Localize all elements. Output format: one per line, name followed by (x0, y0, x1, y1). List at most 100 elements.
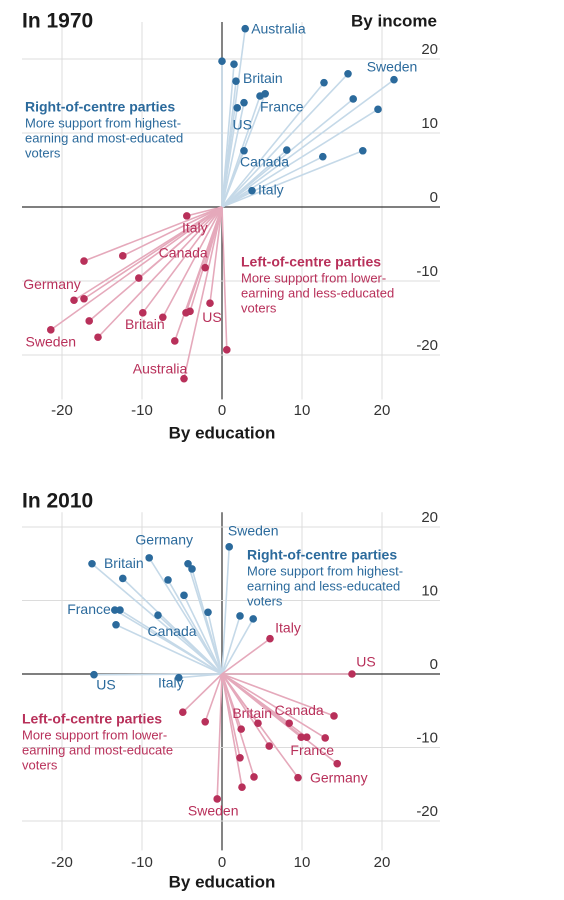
point-label: Britain (125, 316, 165, 332)
point-label: France (67, 601, 111, 617)
y-tick-label: -20 (416, 803, 438, 820)
scatter-panel: 20 10 0 -10 -20 -20 -10 0 10 20 Sweden Germany Brita… (22, 490, 440, 891)
point (94, 333, 102, 342)
stem (204, 673, 223, 723)
annotation-title: Right-of-centre parties (247, 547, 397, 563)
y-axis-label: By income (351, 11, 437, 30)
point (261, 89, 270, 98)
stem (182, 673, 223, 713)
point-label: Italy (275, 619, 301, 635)
stem (91, 563, 223, 675)
point (250, 773, 258, 781)
x-axis-label: By education (169, 423, 276, 442)
point (80, 257, 88, 265)
point (249, 615, 257, 623)
point (321, 734, 330, 742)
point (204, 608, 212, 617)
point (171, 337, 179, 345)
stem (157, 614, 223, 675)
stem (221, 64, 235, 208)
point (374, 105, 382, 114)
stem (221, 79, 395, 208)
point-label: France (290, 742, 334, 758)
annotation-title: Left-of-centre parties (241, 254, 381, 270)
point (119, 252, 127, 260)
point (223, 346, 231, 354)
point (145, 554, 153, 562)
point-label: Germany (135, 532, 193, 548)
annotation-title: Right-of-centre parties (25, 99, 175, 115)
y-tick-label: 20 (421, 509, 438, 526)
x-axis-label: By education (169, 872, 276, 891)
scatter-panel: 20 10 0 -10 -20 -20 -10 0 10 20 Australia Britain US… (22, 10, 440, 442)
x-tick-label: -10 (131, 402, 153, 419)
x-tick-label: -10 (131, 854, 153, 871)
point-label: Sweden (188, 803, 239, 819)
annotation-text: More support from highest- (247, 563, 403, 578)
annotation-text: voters (247, 593, 283, 608)
stem (221, 108, 379, 208)
point-label: Sweden (228, 523, 279, 539)
point (164, 576, 172, 584)
point (179, 708, 187, 717)
stem (142, 206, 223, 314)
stem (221, 673, 243, 788)
point-label: US (356, 654, 375, 670)
point (359, 146, 367, 155)
point (154, 611, 162, 619)
point (201, 717, 209, 726)
point (188, 565, 196, 573)
point (85, 317, 93, 325)
stem (83, 206, 223, 262)
point (248, 186, 256, 195)
point (349, 95, 358, 103)
point (201, 263, 209, 272)
x-tick-label: 20 (374, 402, 391, 419)
point-label: Britain (232, 705, 272, 721)
stem (83, 206, 223, 300)
point (283, 146, 291, 154)
point (303, 733, 311, 742)
stem (119, 609, 223, 675)
point (218, 57, 226, 66)
point-label: US (96, 676, 115, 692)
point-label: Britain (243, 70, 283, 86)
point (186, 307, 194, 316)
stem (221, 673, 255, 778)
stem (167, 579, 223, 675)
point (111, 606, 119, 614)
stem (221, 82, 325, 208)
annotation-text: earning and most-educated (25, 130, 183, 145)
stem (221, 673, 335, 717)
point (238, 783, 246, 791)
x-tick-label: 10 (294, 854, 311, 871)
x-tick-label: -20 (51, 402, 73, 419)
point-label: Italy (258, 181, 284, 197)
point (333, 759, 342, 768)
stem (183, 595, 223, 675)
stem (50, 206, 223, 331)
point (320, 78, 328, 87)
point (390, 75, 398, 84)
point (175, 673, 183, 682)
stem (122, 206, 223, 257)
chart-title: In 1970 (22, 10, 93, 33)
point-label: Australia (133, 360, 188, 376)
point (297, 733, 306, 742)
stem (221, 638, 271, 675)
stem (183, 206, 223, 379)
point (344, 70, 352, 78)
point-label: US (232, 117, 251, 133)
stem (221, 107, 238, 208)
point (237, 725, 245, 733)
point (230, 60, 238, 68)
point-label: Canada (275, 702, 324, 718)
point-label: Canada (147, 623, 196, 639)
annotation-text: earning and most-educate (22, 742, 173, 757)
chart-title: In 2010 (22, 490, 93, 513)
point (236, 753, 244, 762)
point (254, 719, 262, 728)
point (47, 326, 55, 334)
point (139, 309, 147, 317)
point (180, 374, 188, 383)
